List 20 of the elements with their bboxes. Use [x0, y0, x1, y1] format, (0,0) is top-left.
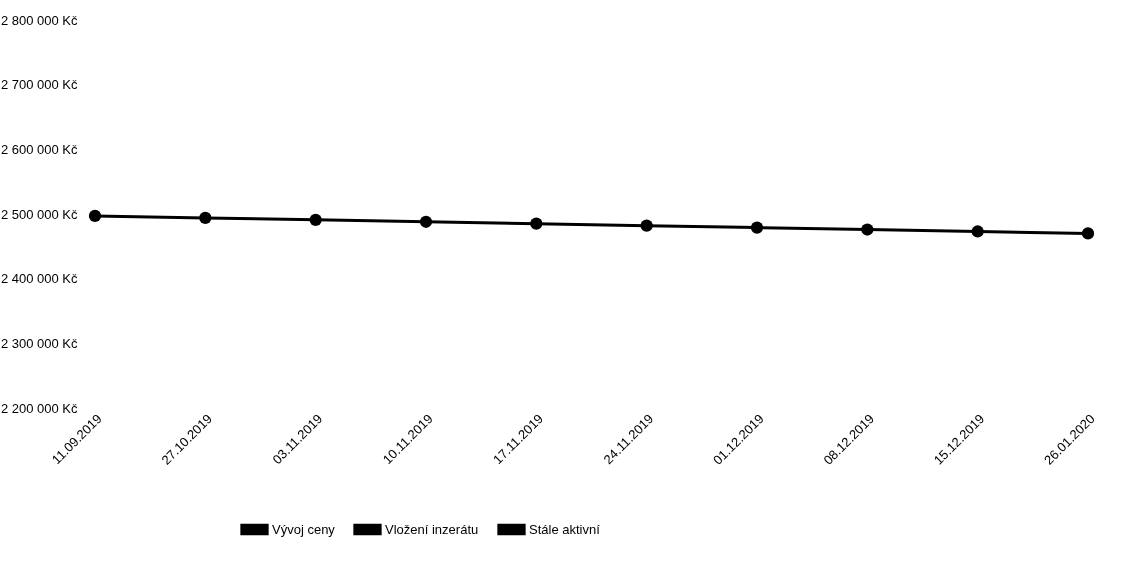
y-tick-label: 2 800 000 Kč	[0, 12, 78, 28]
point	[750, 221, 764, 234]
point	[419, 215, 433, 228]
legend-label: Stále aktivní	[529, 521, 601, 537]
legend-label: Vložení inzerátu	[385, 521, 479, 537]
y-tick-label: 2 300 000 Kč	[0, 335, 78, 351]
point	[309, 213, 322, 226]
y-tick-label: 2 700 000 Kč	[0, 77, 78, 93]
point	[971, 225, 984, 238]
legend-label: Vývoj ceny	[272, 521, 336, 537]
point	[530, 217, 543, 230]
y-tick-label: 2 500 000 Kč	[0, 206, 78, 222]
point	[88, 209, 102, 223]
y-tick-label: 2 200 000 Kč	[0, 400, 78, 416]
y-tick-label: 2 600 000 Kč	[0, 141, 78, 157]
point	[861, 223, 874, 236]
point	[199, 211, 212, 224]
y-tick-label: 2 400 000 Kč	[0, 271, 78, 287]
point	[640, 219, 653, 232]
point	[1081, 227, 1095, 240]
